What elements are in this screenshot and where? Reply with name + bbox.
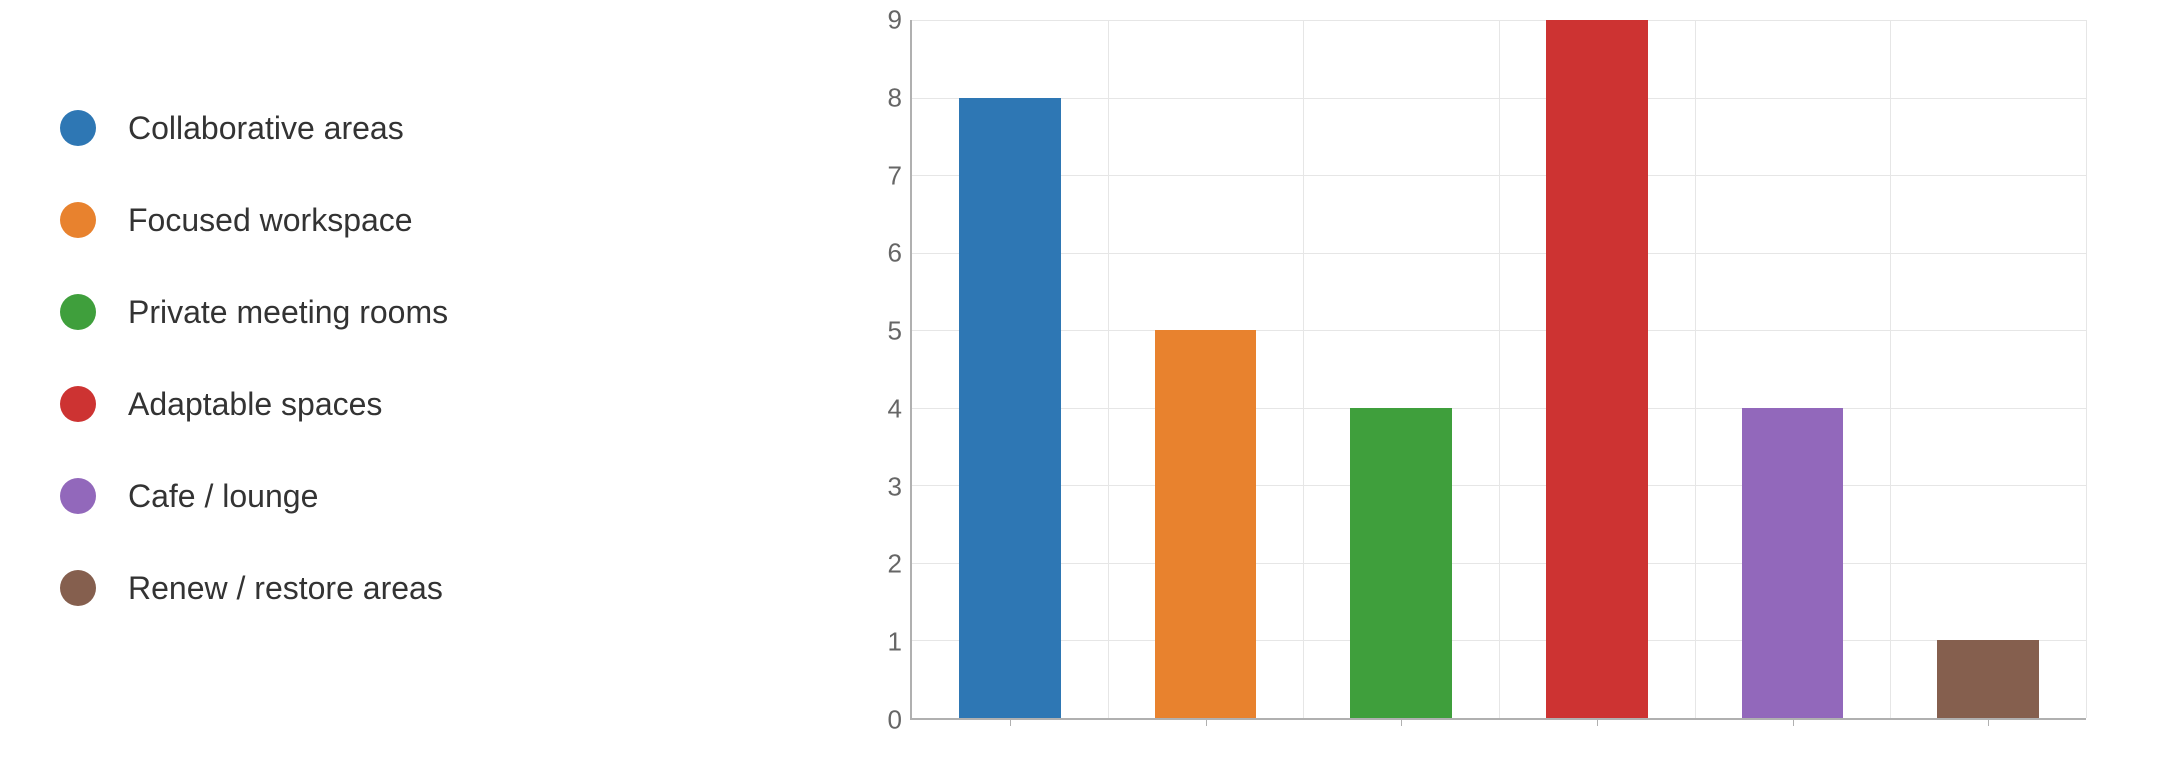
- legend-item: Adaptable spaces: [60, 386, 800, 422]
- plot-area: [910, 20, 2086, 720]
- bar-chart: 0123456789: [860, 20, 2086, 720]
- y-axis: 0123456789: [860, 20, 910, 720]
- legend-swatch-icon: [60, 294, 96, 330]
- gridline-vertical: [2086, 20, 2087, 718]
- gridline-vertical: [1303, 20, 1304, 718]
- y-tick-label: 3: [888, 471, 902, 502]
- legend-label: Focused workspace: [128, 204, 413, 236]
- legend-label: Private meeting rooms: [128, 296, 448, 328]
- legend-item: Collaborative areas: [60, 110, 800, 146]
- gridline-vertical: [1695, 20, 1696, 718]
- bar: [1742, 408, 1844, 718]
- legend-item: Private meeting rooms: [60, 294, 800, 330]
- legend-swatch-icon: [60, 202, 96, 238]
- gridline-vertical: [1499, 20, 1500, 718]
- chart-container: Collaborative areas Focused workspace Priv…: [0, 0, 2166, 764]
- legend-label: Adaptable spaces: [128, 388, 382, 420]
- legend-swatch-icon: [60, 110, 96, 146]
- legend-label: Renew / restore areas: [128, 572, 443, 604]
- x-tick: [1597, 718, 1598, 726]
- y-tick-label: 5: [888, 316, 902, 347]
- bar: [1155, 330, 1257, 718]
- legend: Collaborative areas Focused workspace Priv…: [0, 0, 800, 764]
- y-tick-label: 4: [888, 393, 902, 424]
- y-tick-label: 2: [888, 549, 902, 580]
- y-tick-label: 1: [888, 627, 902, 658]
- gridline-vertical: [1108, 20, 1109, 718]
- x-tick: [1793, 718, 1794, 726]
- legend-item: Focused workspace: [60, 202, 800, 238]
- bar: [959, 98, 1061, 718]
- legend-label: Collaborative areas: [128, 112, 404, 144]
- x-tick: [1010, 718, 1011, 726]
- gridline-vertical: [1890, 20, 1891, 718]
- y-tick-label: 6: [888, 238, 902, 269]
- y-tick-label: 0: [888, 705, 902, 736]
- legend-label: Cafe / lounge: [128, 480, 318, 512]
- bar: [1546, 20, 1648, 718]
- x-tick: [1401, 718, 1402, 726]
- legend-item: Cafe / lounge: [60, 478, 800, 514]
- y-tick-label: 8: [888, 82, 902, 113]
- legend-swatch-icon: [60, 478, 96, 514]
- legend-item: Renew / restore areas: [60, 570, 800, 606]
- legend-swatch-icon: [60, 386, 96, 422]
- bar: [1937, 640, 2039, 718]
- x-tick: [1206, 718, 1207, 726]
- x-tick: [1988, 718, 1989, 726]
- bar: [1350, 408, 1452, 718]
- y-tick-label: 9: [888, 5, 902, 36]
- y-tick-label: 7: [888, 160, 902, 191]
- legend-swatch-icon: [60, 570, 96, 606]
- chart-pane: 0 1 2 3 4 5 6 7 8 9: [800, 0, 2166, 764]
